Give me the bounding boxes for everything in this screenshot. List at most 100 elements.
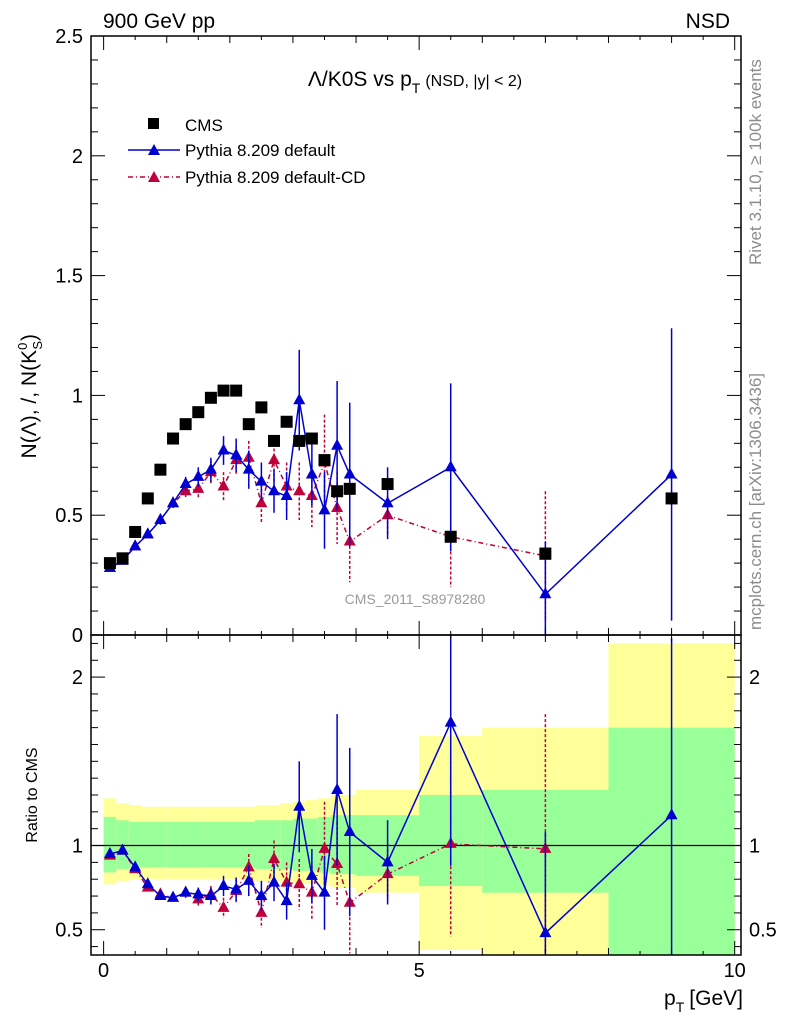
ratio-default-point-13 [268, 875, 281, 887]
main-cms-point-20 [381, 478, 394, 491]
band-green-14 [280, 820, 293, 870]
band-green-4 [154, 821, 167, 868]
ratio-default-point-17 [318, 885, 331, 897]
main-default-point-18 [331, 438, 344, 450]
main-default-point-4 [154, 512, 167, 524]
main-default-point-21 [444, 460, 457, 472]
legend-marker-default [148, 144, 160, 155]
band-green-5 [166, 821, 180, 868]
main-cms-point-21 [444, 530, 457, 543]
main-default-point-7 [192, 469, 205, 481]
x-tick-label-5: 5 [414, 960, 425, 982]
main-cms-point-15 [293, 434, 306, 447]
main-default-point-9 [217, 443, 230, 455]
ratio-y-tick-label-left-0.5: 0.5 [55, 920, 83, 942]
ratio-default-cd-point-13 [268, 852, 281, 863]
x-axis-label: pT [GeV] [664, 987, 743, 1015]
ratio-default-point-18 [331, 782, 344, 794]
ratio-default-point-15 [293, 799, 306, 811]
main-default-point-22 [539, 587, 552, 599]
main-y-tick-label-1: 1 [72, 385, 83, 407]
ratio-default-point-5 [167, 890, 180, 902]
main-cms-point-12 [255, 401, 268, 414]
legend-label-default: Pythia 8.209 default [185, 141, 336, 160]
ratio-default-point-12 [255, 889, 268, 901]
main-default-cd-point-13 [268, 453, 281, 465]
ratio-default-point-20 [381, 855, 394, 867]
main-cms-point-14 [280, 415, 293, 428]
main-cms-point-4 [154, 463, 167, 476]
main-cms-point-13 [268, 434, 281, 447]
main-default-point-2 [129, 539, 142, 551]
legend: CMS Pythia 8.209 default Pythia 8.209 de… [128, 116, 366, 187]
main-cms-point-11 [242, 418, 255, 431]
ratio-ylabel: Ratio to CMS [24, 747, 41, 842]
main-cms-point-6 [179, 418, 192, 431]
main-cms-point-23 [665, 492, 678, 505]
band-green-2 [128, 821, 142, 868]
legend-label-cms: CMS [185, 116, 223, 135]
ratio-default-point-9 [217, 878, 230, 890]
band-green-11 [242, 821, 256, 868]
ratio-y-tick-label-right-1: 1 [749, 836, 760, 858]
main-cms-point-0 [103, 557, 116, 570]
main-default-point-11 [242, 462, 255, 474]
main-y-tick-label-2.5: 2.5 [55, 26, 83, 48]
band-green-10 [229, 821, 243, 868]
main-default-point-16 [305, 467, 318, 479]
main-y-tick-label-1.5: 1.5 [55, 266, 83, 288]
band-green-9 [217, 821, 230, 868]
band-green-12 [255, 820, 268, 870]
ratio-default-point-4 [154, 889, 167, 901]
main-cms-point-18 [331, 485, 344, 498]
main-cms-point-1 [116, 552, 129, 565]
ratio-y-tick-label-right-2: 2 [749, 667, 760, 689]
main-ylabel: N(Λ), /, N(K0S) [15, 334, 45, 458]
main-cms-point-7 [192, 406, 205, 419]
main-default-cd-series [103, 414, 552, 621]
ratio-default-cd-point-9 [217, 900, 230, 912]
ratio-default-point-21 [444, 715, 457, 727]
ratio-default-cd-point-17 [318, 841, 331, 853]
main-y-tick-label-0.5: 0.5 [55, 505, 83, 527]
band-green-8 [204, 821, 218, 868]
side-note-rivet: Rivet 3.1.10, ≥ 100k events [746, 59, 765, 265]
band-green-6 [179, 821, 192, 868]
main-cms-series [103, 384, 678, 570]
ratio-default-point-19 [343, 825, 356, 837]
band-green-0 [103, 816, 117, 873]
main-default-cd-point-15 [293, 484, 306, 496]
axis-ticks: 0 5 10 0 0.5 1 1.5 2 2.5 0.5 0.5 1 1 2 2 [55, 26, 777, 982]
header-right: NSD [686, 10, 730, 33]
ratio-default-point-10 [230, 882, 243, 894]
main-cms-point-5 [167, 432, 180, 445]
main-default-point-17 [318, 503, 331, 515]
x-tick-label-10: 10 [724, 960, 746, 982]
main-cms-point-3 [141, 492, 154, 505]
ratio-default-cd-point-12 [255, 905, 268, 917]
main-default-point-6 [179, 477, 192, 489]
main-default-line [109, 400, 673, 596]
legend-marker-cms [148, 118, 159, 129]
ratio-default-point-3 [141, 877, 154, 889]
main-cms-point-10 [230, 384, 243, 397]
legend-label-default-cd: Pythia 8.209 default-CD [185, 168, 366, 187]
series-layer [103, 328, 678, 955]
ratio-default-point-23 [665, 808, 678, 820]
main-cms-point-17 [318, 454, 331, 467]
ratio-default-point-8 [204, 889, 217, 901]
ratio-default-point-6 [179, 885, 192, 897]
main-cms-point-22 [539, 547, 552, 560]
main-default-point-23 [665, 467, 678, 479]
band-green-7 [191, 821, 205, 868]
ratio-default-point-16 [305, 868, 318, 880]
main-default-point-3 [141, 527, 154, 539]
ratio-default-series [103, 635, 678, 955]
main-cms-point-2 [129, 525, 142, 538]
ratio-default-point-11 [242, 873, 255, 885]
ratio-default-point-14 [280, 894, 293, 906]
main-y-tick-label-0: 0 [72, 625, 83, 647]
main-default-point-5 [167, 496, 180, 508]
main-default-point-20 [381, 496, 394, 508]
